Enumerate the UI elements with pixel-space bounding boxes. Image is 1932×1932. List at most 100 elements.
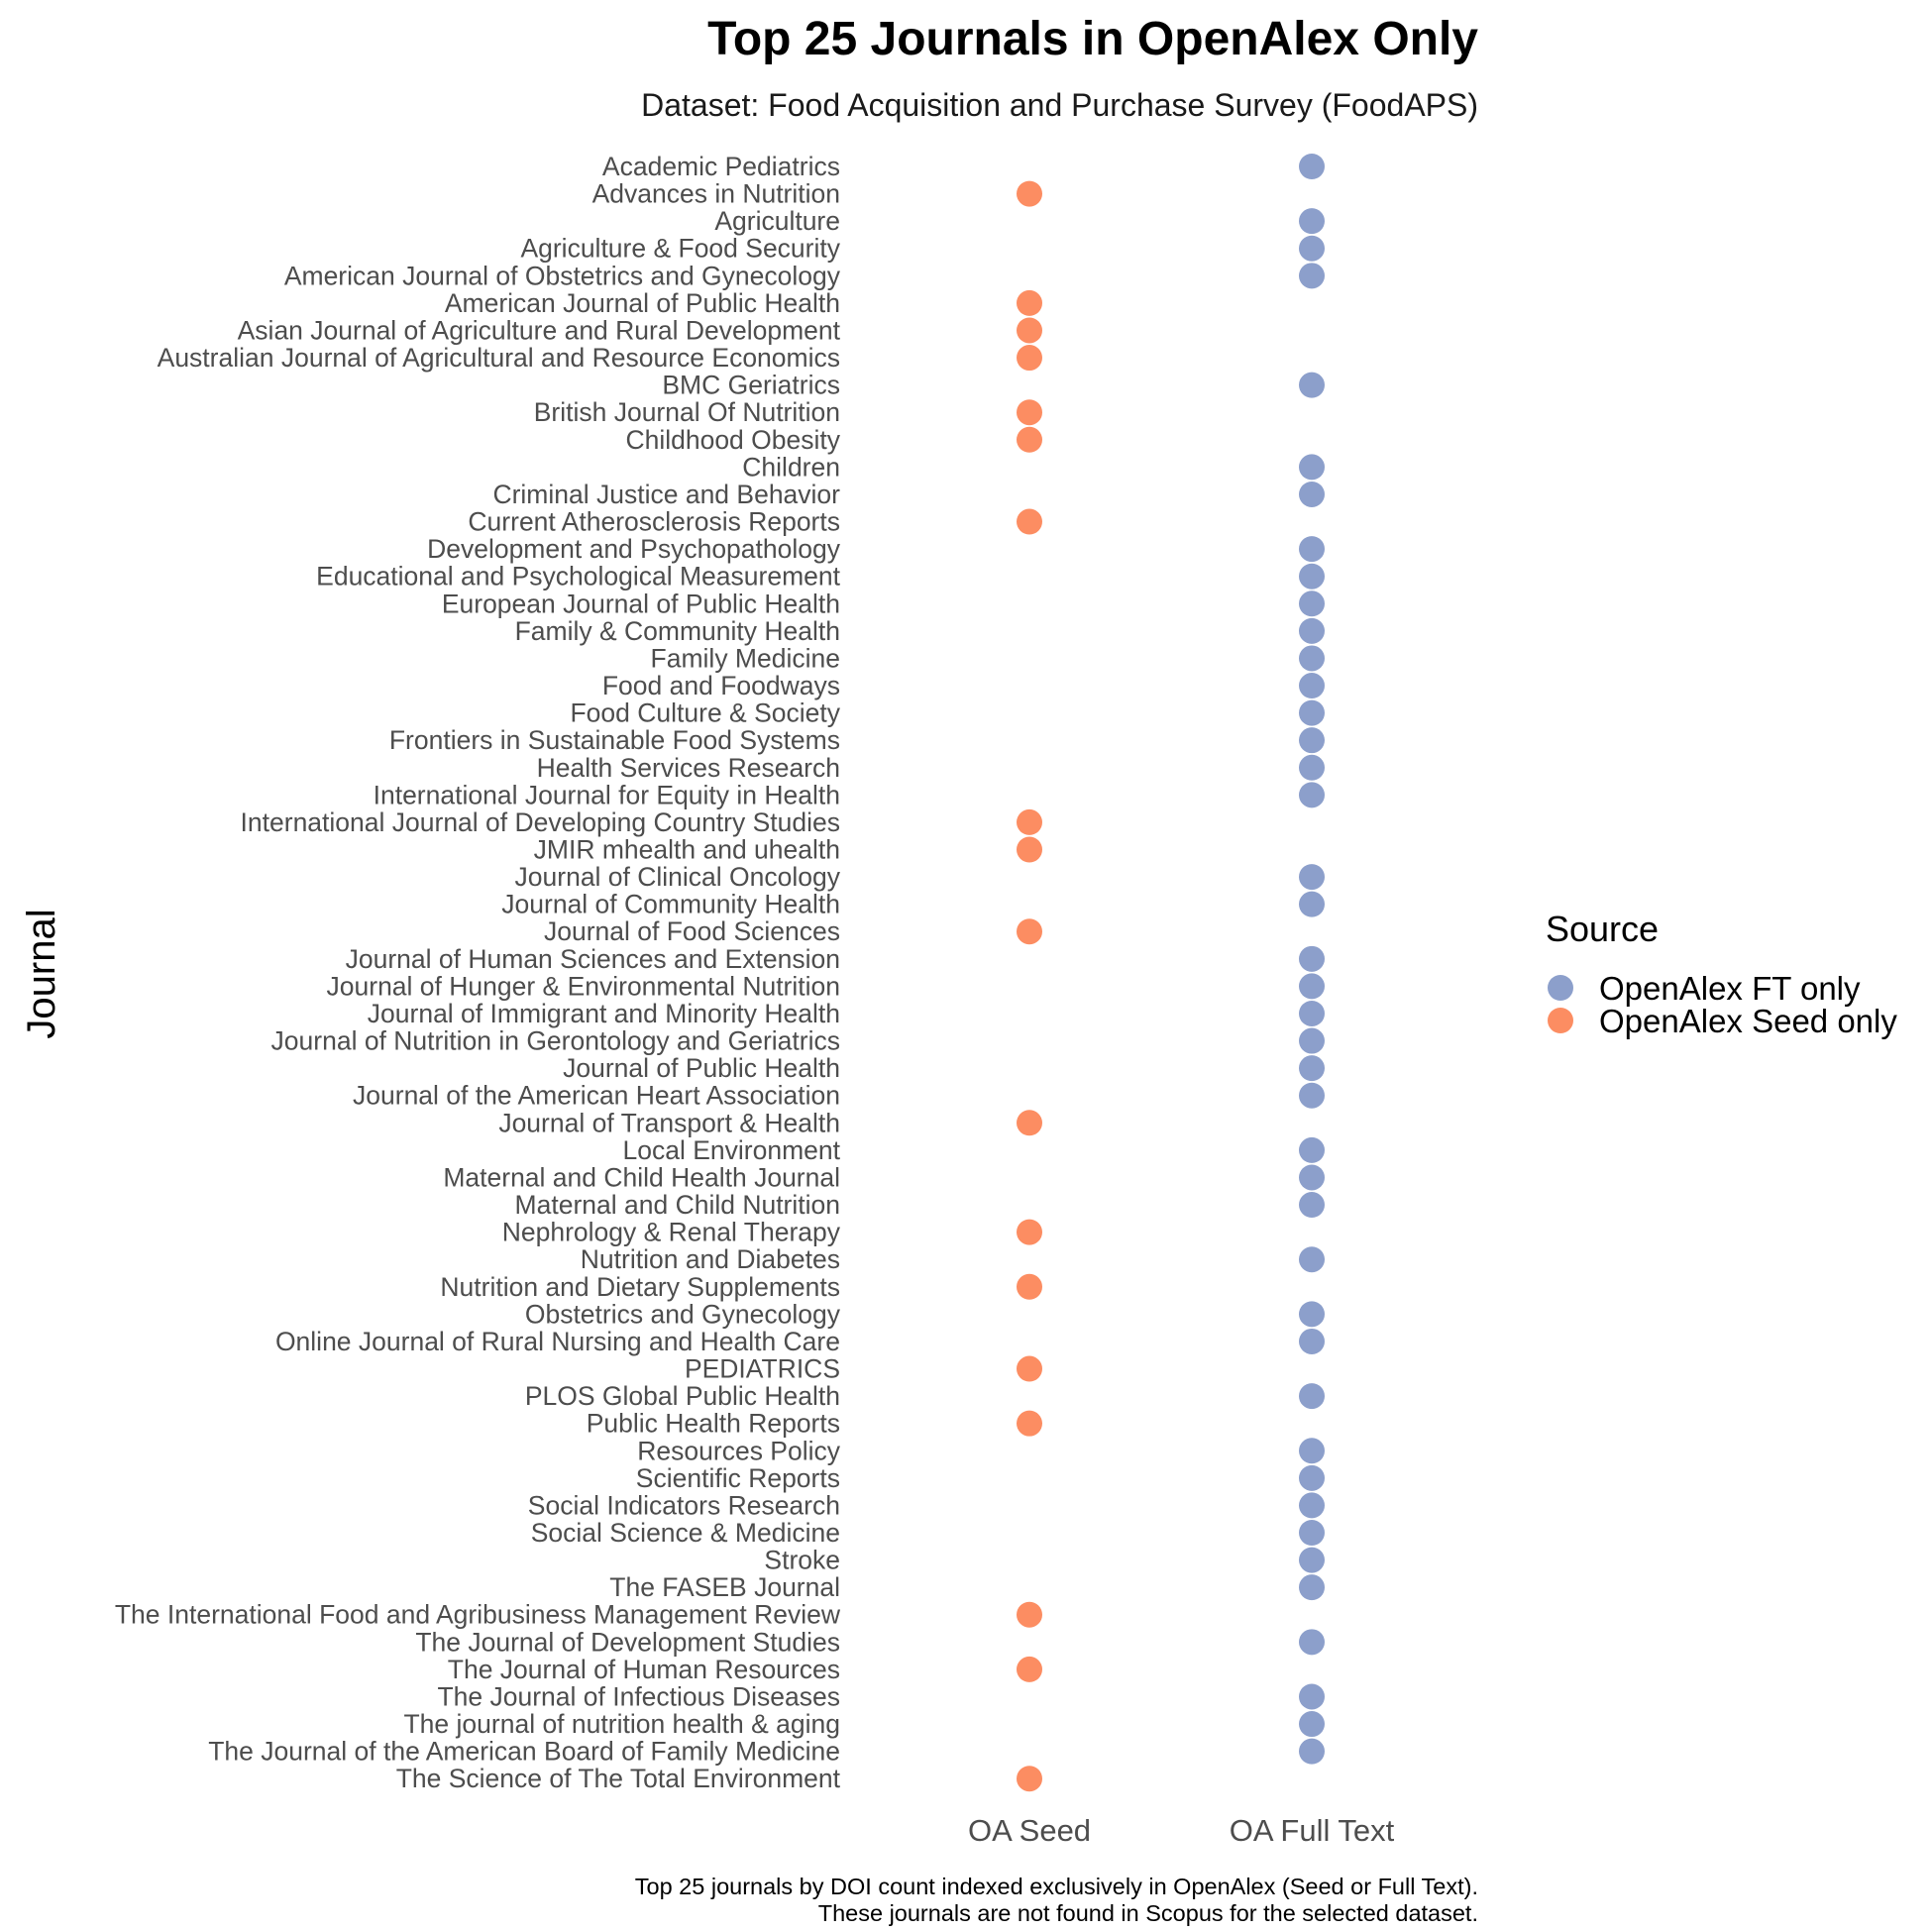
y-tick-label: American Journal of Public Health	[445, 288, 840, 318]
data-point	[1299, 782, 1325, 808]
y-tick-label: Journal of Community Health	[501, 890, 840, 919]
y-tick-label: Journal of Nutrition in Gerontology and …	[271, 1026, 840, 1056]
legend-title: Source	[1546, 909, 1659, 949]
y-tick-label: Agriculture & Food Security	[520, 234, 840, 264]
y-tick-label: European Journal of Public Health	[442, 589, 840, 618]
y-tick-label: Frontiers in Sustainable Food Systems	[389, 725, 840, 755]
data-point	[1299, 1520, 1325, 1546]
data-point	[1299, 617, 1325, 644]
data-point	[1017, 1273, 1042, 1300]
data-point	[1299, 673, 1325, 699]
y-tick-label: The journal of nutrition health & aging	[404, 1709, 841, 1739]
y-tick-label: Online Journal of Rural Nursing and Heal…	[275, 1327, 840, 1356]
data-point	[1299, 1738, 1325, 1765]
data-point	[1299, 1629, 1325, 1656]
data-point	[1299, 590, 1325, 617]
y-tick-label: The Journal of Development Studies	[415, 1627, 840, 1657]
y-tick-label: The Journal of Human Resources	[448, 1655, 840, 1684]
y-tick-label: Resources Policy	[637, 1436, 840, 1465]
data-point	[1299, 1438, 1325, 1464]
y-tick-label: Stroke	[764, 1546, 840, 1575]
y-tick-label: PEDIATRICS	[685, 1354, 840, 1384]
y-tick-label: Development and Psychopathology	[427, 534, 841, 564]
y-tick-label: Social Indicators Research	[528, 1490, 840, 1520]
data-point	[1299, 754, 1325, 781]
data-point	[1299, 864, 1325, 891]
data-point	[1299, 1547, 1325, 1573]
y-tick-label: BMC Geriatrics	[662, 371, 840, 400]
chart-subtitle: Dataset: Food Acquisition and Purchase S…	[641, 87, 1478, 123]
y-tick-label: American Journal of Obstetrics and Gynec…	[284, 261, 841, 290]
y-tick-label: Journal of Food Sciences	[544, 916, 840, 946]
y-tick-label: Journal of Immigrant and Minority Health	[368, 999, 840, 1028]
y-tick-label: Food and Foodways	[602, 671, 840, 700]
y-tick-label: Australian Journal of Agricultural and R…	[158, 343, 840, 373]
data-point	[1299, 454, 1325, 481]
y-tick-label: Health Services Research	[537, 753, 840, 783]
data-point	[1299, 372, 1325, 398]
y-tick-label: PLOS Global Public Health	[525, 1381, 840, 1411]
y-tick-label: Asian Journal of Agriculture and Rural D…	[238, 315, 841, 345]
data-point	[1299, 1574, 1325, 1601]
data-point	[1299, 235, 1325, 262]
data-points	[1017, 154, 1325, 1792]
data-point	[1299, 1000, 1325, 1026]
data-point	[1017, 317, 1042, 344]
data-point	[1299, 699, 1325, 726]
legend-key	[1548, 975, 1573, 1001]
y-tick-label: Nutrition and Diabetes	[581, 1244, 840, 1274]
data-point	[1299, 1027, 1325, 1054]
y-tick-label: International Journal of Developing Coun…	[241, 807, 840, 837]
data-point	[1017, 289, 1042, 316]
chart-title: Top 25 Journals in OpenAlex Only	[707, 13, 1478, 65]
y-tick-label: The Science of The Total Environment	[396, 1764, 841, 1793]
caption-line-1: Top 25 journals by DOI count indexed exc…	[635, 1874, 1478, 1899]
y-tick-label: Childhood Obesity	[625, 425, 840, 455]
data-point	[1299, 1328, 1325, 1354]
legend-key	[1548, 1008, 1573, 1033]
y-tick-label: Educational and Psychological Measuremen…	[316, 562, 840, 591]
data-point	[1017, 180, 1042, 207]
data-point	[1017, 508, 1042, 535]
y-tick-label: The Journal of Infectious Diseases	[437, 1681, 840, 1711]
caption-line-2: These journals are not found in Scopus f…	[818, 1900, 1478, 1926]
data-point	[1299, 1683, 1325, 1710]
data-point	[1299, 1055, 1325, 1082]
y-tick-label: British Journal Of Nutrition	[534, 397, 840, 427]
data-point	[1299, 1164, 1325, 1191]
y-tick-label: Maternal and Child Health Journal	[443, 1162, 840, 1192]
y-tick-label: Current Atherosclerosis Reports	[468, 507, 840, 537]
data-point	[1299, 1464, 1325, 1491]
y-tick-label: Nutrition and Dietary Supplements	[440, 1272, 840, 1302]
y-tick-label: Advances in Nutrition	[592, 179, 840, 209]
data-point	[1017, 1110, 1042, 1136]
data-point	[1017, 836, 1042, 863]
data-point	[1017, 1601, 1042, 1628]
data-point	[1017, 1766, 1042, 1792]
y-tick-label: Children	[742, 452, 840, 482]
data-point	[1299, 1301, 1325, 1328]
y-tick-label: Journal of Human Sciences and Extension	[346, 944, 840, 974]
y-tick-label: Agriculture	[714, 206, 840, 236]
data-point	[1299, 563, 1325, 590]
y-tick-label: The International Food and Agribusiness …	[115, 1600, 841, 1630]
y-tick-label: The FASEB Journal	[609, 1572, 840, 1602]
y-tick-label: Family Medicine	[651, 643, 840, 673]
y-tick-label: Journal of Public Health	[563, 1053, 840, 1083]
data-point	[1299, 1192, 1325, 1219]
data-point	[1299, 536, 1325, 563]
data-point	[1299, 1246, 1325, 1273]
data-point	[1299, 208, 1325, 235]
x-tick-label: OA Seed	[968, 1813, 1091, 1848]
y-tick-label: Journal of Transport & Health	[498, 1108, 840, 1137]
y-tick-label: Journal of Clinical Oncology	[515, 862, 841, 892]
y-tick-label: Family & Community Health	[515, 616, 840, 646]
data-point	[1299, 645, 1325, 672]
data-point	[1017, 426, 1042, 453]
y-tick-label: Maternal and Child Nutrition	[515, 1190, 840, 1220]
data-point	[1017, 1410, 1042, 1437]
data-point	[1017, 1656, 1042, 1682]
data-point	[1299, 1383, 1325, 1410]
x-tick-label: OA Full Text	[1230, 1813, 1395, 1848]
